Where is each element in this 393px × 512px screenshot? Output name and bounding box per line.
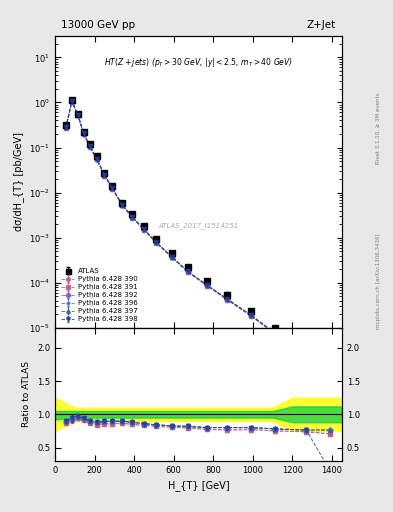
Text: 13000 GeV pp: 13000 GeV pp — [61, 20, 135, 30]
Text: mcplots.cern.ch [arXiv:1306.3436]: mcplots.cern.ch [arXiv:1306.3436] — [376, 234, 381, 329]
Text: Z+Jet: Z+Jet — [307, 20, 336, 30]
Y-axis label: dσ/dH_{T} [pb/GeV]: dσ/dH_{T} [pb/GeV] — [13, 133, 24, 231]
Text: Rivet 3.1.10, ≥ 3M events: Rivet 3.1.10, ≥ 3M events — [376, 92, 381, 164]
X-axis label: H_{T} [GeV]: H_{T} [GeV] — [168, 480, 229, 491]
Legend: ATLAS, Pythia 6.428 390, Pythia 6.428 391, Pythia 6.428 392, Pythia 6.428 396, P: ATLAS, Pythia 6.428 390, Pythia 6.428 39… — [59, 266, 140, 325]
Text: ATLAS_2017_I1514251: ATLAS_2017_I1514251 — [158, 222, 239, 229]
Y-axis label: Ratio to ATLAS: Ratio to ATLAS — [22, 361, 31, 428]
Text: $HT(Z+jets)$ ($p_T > 30$ GeV, $|y| < 2.5$, $m_T > 40$ GeV): $HT(Z+jets)$ ($p_T > 30$ GeV, $|y| < 2.5… — [104, 56, 293, 69]
